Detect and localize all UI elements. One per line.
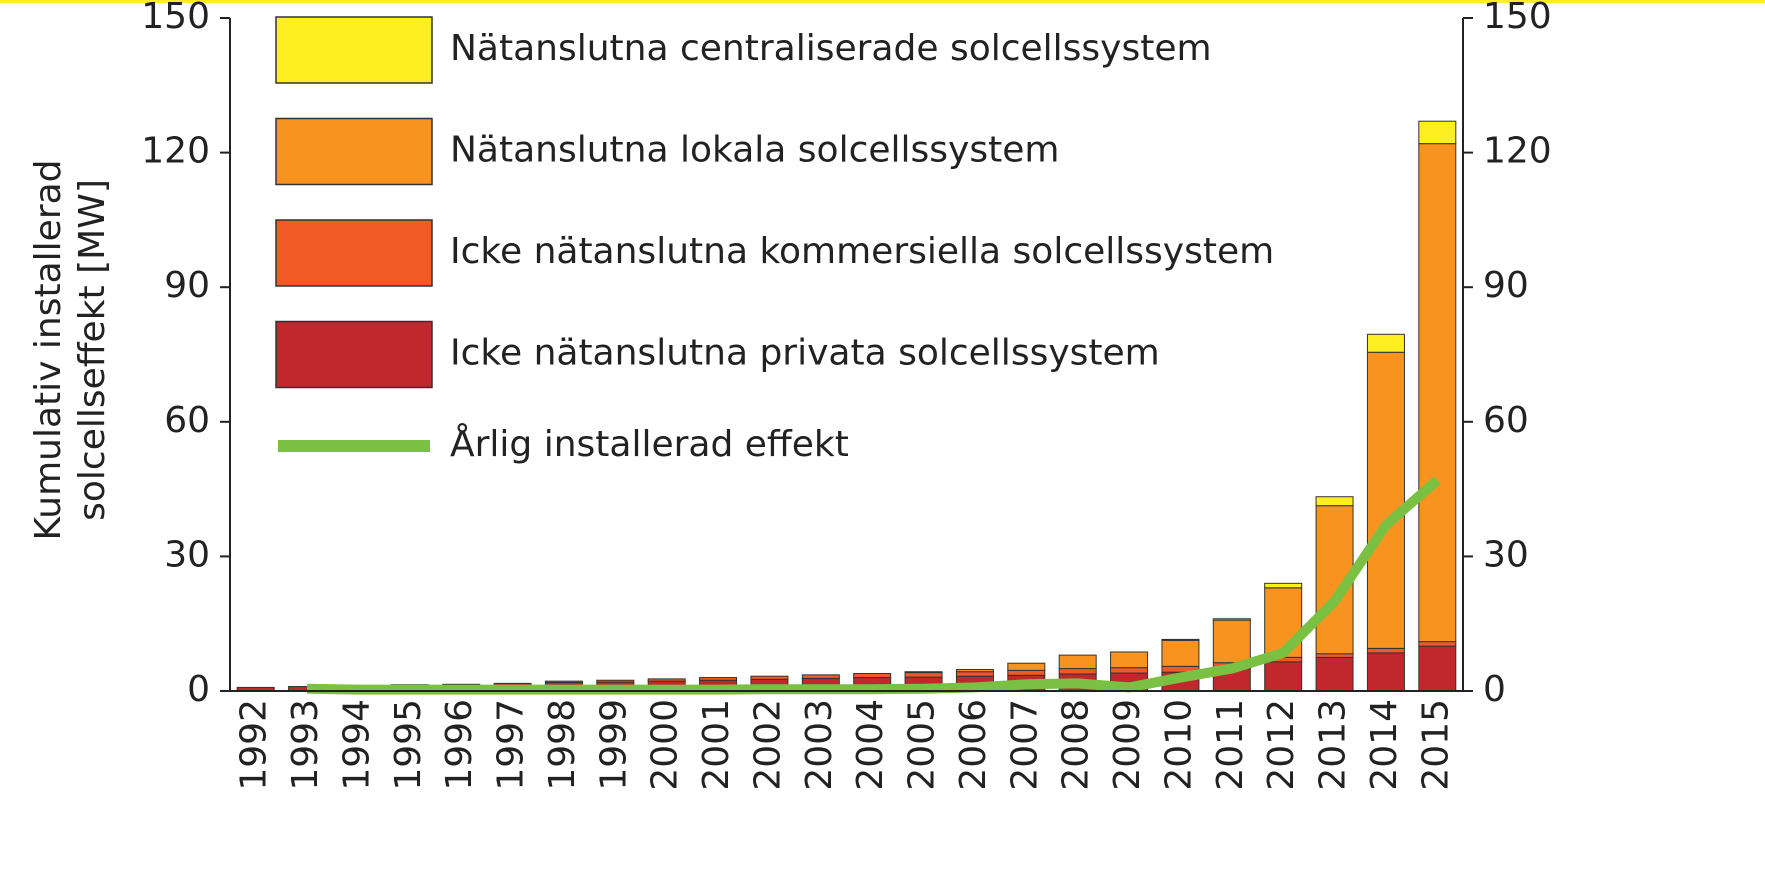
legend-swatch: [275, 219, 433, 287]
x-tick-label: 1995: [388, 699, 429, 791]
bar-segment: [1418, 641, 1457, 647]
bar-segment: [1058, 668, 1097, 675]
bar-segment: [904, 672, 943, 678]
x-tick-label: 2013: [1313, 699, 1354, 791]
bar-segment: [1212, 619, 1251, 664]
bar-segment: [1315, 496, 1354, 507]
x-tick-label: 2009: [1107, 699, 1148, 791]
bar-segment: [1058, 654, 1097, 670]
legend-label: Nätanslutna centraliserade solcellssyste…: [450, 28, 1212, 69]
y-tick-label: 0: [187, 669, 210, 710]
x-tick-label: 2005: [902, 699, 943, 791]
bar-segment: [1110, 667, 1149, 674]
x-tick-label: 2001: [696, 699, 737, 791]
legend-label: Icke nätanslutna kommersiella solcellssy…: [450, 231, 1274, 272]
bar-segment: [647, 678, 686, 682]
legend-label: Icke nätanslutna privata solcellssystem: [450, 333, 1160, 374]
y-tick-label: 120: [141, 131, 210, 172]
x-tick-label: 2008: [1056, 699, 1097, 791]
x-tick-label: 1998: [542, 699, 583, 791]
bar-segment: [1418, 645, 1457, 692]
x-tick-label: 2003: [799, 699, 840, 791]
bar-segment: [801, 674, 840, 679]
x-tick-label: 1997: [491, 699, 532, 791]
y-tick-label: 90: [164, 265, 210, 306]
bar-segment: [955, 668, 994, 673]
bar-segment: [955, 671, 994, 677]
x-tick-label: 2000: [645, 699, 686, 791]
line-series: [306, 476, 1441, 695]
y-tick-label: 150: [141, 0, 210, 37]
bar-segment: [1110, 651, 1149, 669]
bar-segment: [904, 671, 943, 674]
bar-segment: [1161, 638, 1200, 641]
x-tick-label: 2007: [1004, 699, 1045, 791]
bar-segment: [1366, 333, 1405, 353]
y2-tick-label: 60: [1483, 400, 1529, 441]
x-tick-label: 2012: [1261, 699, 1302, 791]
x-tick-label: 2014: [1364, 699, 1405, 791]
bar-segment: [1161, 639, 1200, 667]
top-strip: [0, 0, 1765, 3]
x-tick-label: 1996: [439, 699, 480, 791]
y2-tick-label: 120: [1483, 131, 1552, 172]
bar-segment: [596, 679, 635, 683]
y2-tick-label: 30: [1483, 534, 1529, 575]
bar-segment: [1315, 653, 1354, 658]
bar-segment: [1264, 582, 1303, 589]
legend-label: Årlig installerad effekt: [450, 422, 849, 465]
x-tick-label: 2002: [747, 699, 788, 791]
bar-segment: [1418, 143, 1457, 643]
x-tick-label: 2011: [1210, 699, 1251, 791]
legend-swatch: [275, 16, 433, 84]
x-tick-label: 2015: [1415, 699, 1456, 791]
x-tick-label: 2004: [850, 699, 891, 791]
bar-segment: [544, 680, 583, 683]
y-tick-label: 30: [164, 534, 210, 575]
bar-segment: [699, 677, 738, 681]
bar-segment: [1366, 652, 1405, 692]
legend-swatch: [275, 117, 433, 186]
bar-segment: [1366, 647, 1405, 654]
x-tick-label: 1993: [285, 699, 326, 791]
y2-tick-label: 0: [1483, 669, 1506, 710]
bar-segment: [853, 673, 892, 679]
bar-segment: [1007, 662, 1046, 671]
legend-swatch: [275, 320, 433, 389]
x-tick-label: 2006: [953, 699, 994, 791]
x-tick-label: 1992: [234, 699, 275, 791]
bar-segment: [1007, 669, 1046, 676]
bar-segment: [1418, 120, 1457, 145]
y-tick-label: 60: [164, 400, 210, 441]
bar-segment: [1264, 661, 1303, 692]
legend-label: Nätanslutna lokala solcellssystem: [450, 130, 1059, 171]
bar-segment: [1366, 351, 1405, 649]
y2-tick-label: 90: [1483, 265, 1529, 306]
y2-tick-label: 150: [1483, 0, 1552, 37]
y-axis-label: Kumulativ installeradsolcellseffekt [MW]: [28, 159, 113, 540]
x-tick-label: 1999: [593, 699, 634, 791]
bar-segment: [750, 675, 789, 680]
bar-segment: [1212, 618, 1251, 621]
x-tick-label: 1994: [336, 699, 377, 791]
bar-segment: [1315, 656, 1354, 692]
x-tick-label: 2010: [1158, 699, 1199, 791]
